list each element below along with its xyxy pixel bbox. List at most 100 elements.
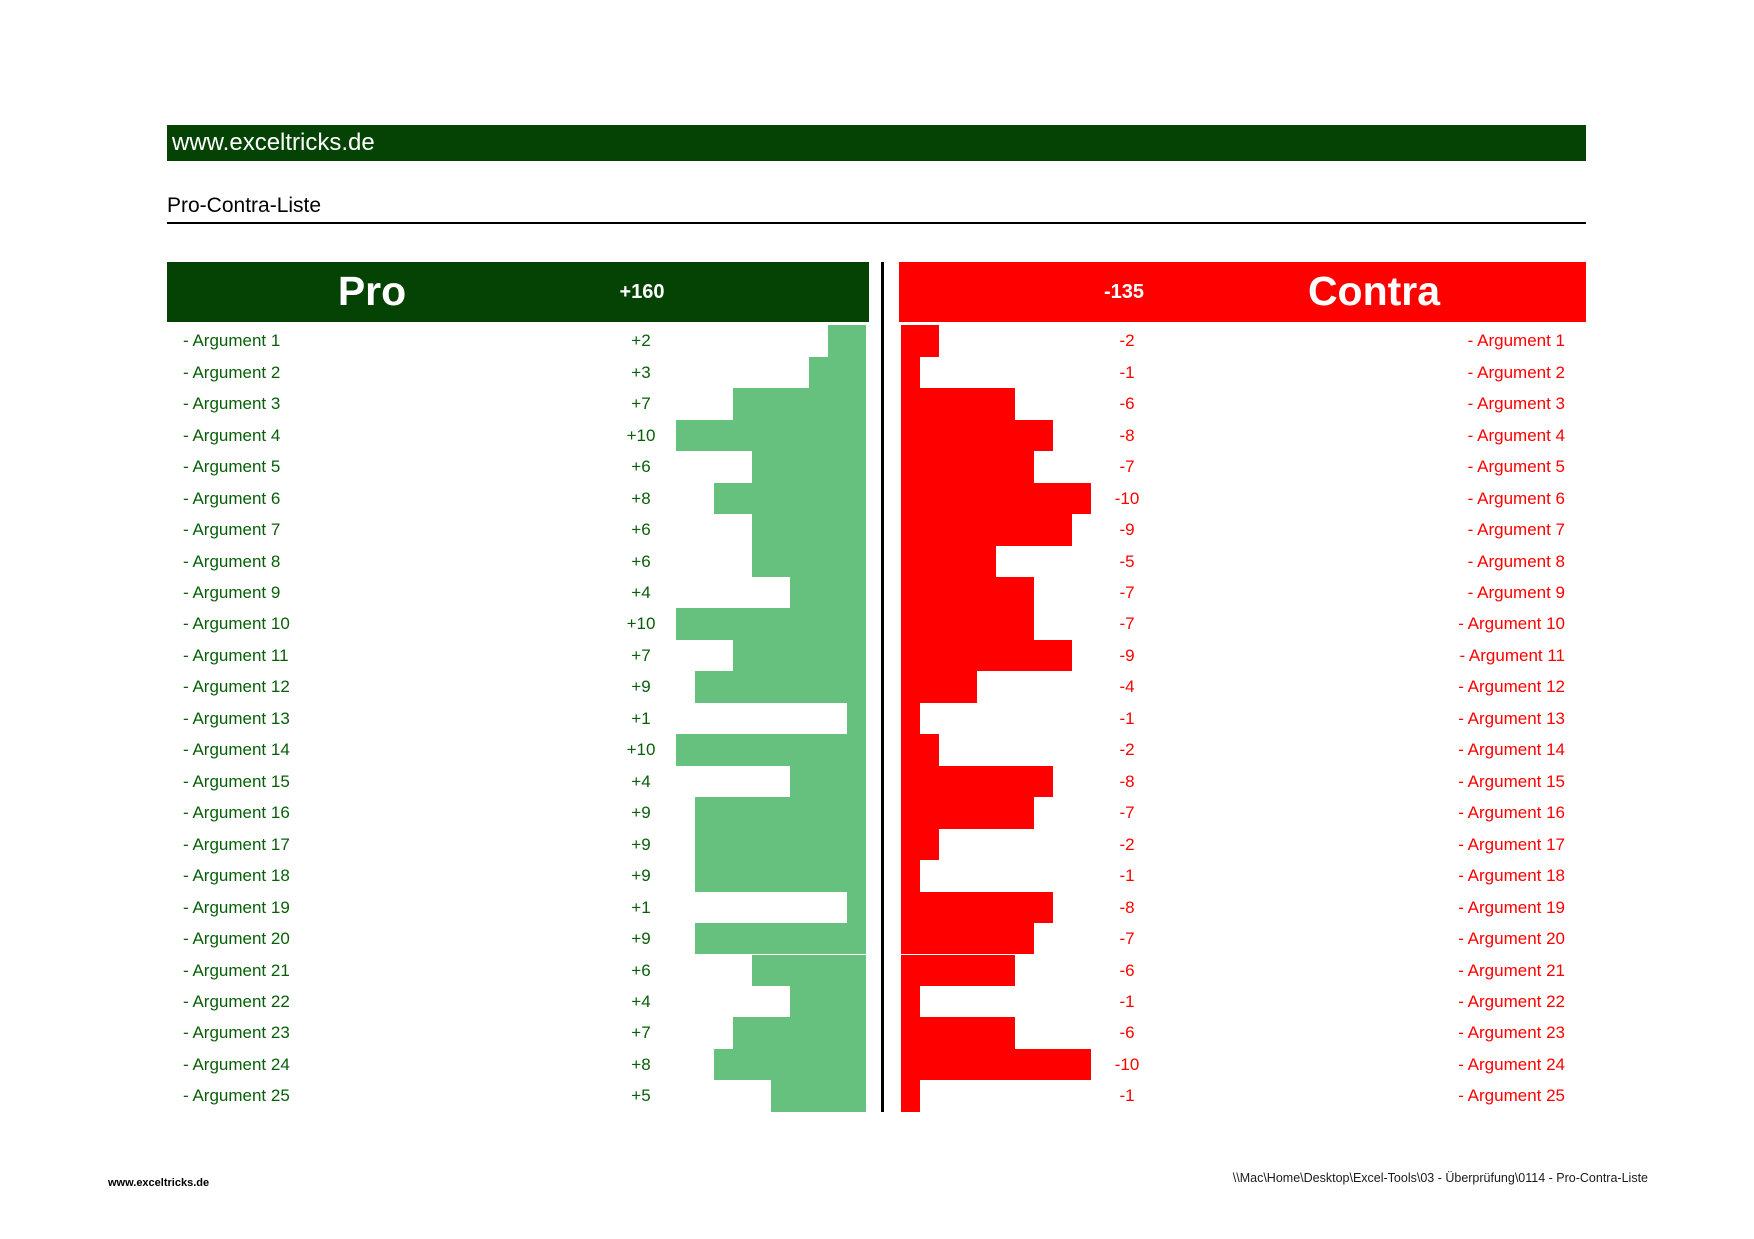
contra-argument-label: - Argument 8	[1467, 551, 1565, 571]
pro-bar	[790, 765, 866, 798]
pro-argument-value: +9	[631, 834, 651, 854]
pro-argument-label: - Argument 18	[183, 866, 290, 886]
argument-row: - Argument 4 +10 -8 - Argument 4	[167, 419, 1586, 452]
pro-bar	[733, 639, 866, 672]
pro-argument-value: +4	[631, 582, 651, 602]
contra-bar	[901, 702, 920, 735]
pro-argument-label: - Argument 20	[183, 929, 290, 949]
contra-bar	[901, 797, 1034, 829]
contra-argument-value: -6	[1119, 1023, 1135, 1043]
pro-argument-value: +5	[631, 1086, 651, 1106]
contra-bar	[901, 954, 1015, 986]
pro-argument-value: +8	[631, 1054, 651, 1074]
pro-bar	[771, 1080, 866, 1112]
contra-argument-label: - Argument 3	[1467, 394, 1565, 414]
argument-row: - Argument 7 +6 -9 - Argument 7	[167, 514, 1586, 546]
pro-argument-value: +4	[631, 991, 651, 1011]
pro-header-title: Pro	[337, 268, 407, 314]
argument-row: - Argument 9 +4 -7 - Argument 9	[167, 576, 1586, 609]
contra-argument-label: - Argument 11	[1459, 645, 1565, 665]
contra-argument-label: - Argument 16	[1458, 803, 1565, 823]
contra-argument-label: - Argument 10	[1458, 614, 1565, 634]
argument-row: - Argument 6 +8 -10 - Argument 6	[167, 482, 1586, 515]
site-banner-text: www.exceltricks.de	[172, 129, 375, 156]
pro-argument-value: +7	[631, 1023, 651, 1043]
contra-argument-label: - Argument 15	[1458, 771, 1565, 791]
contra-argument-label: - Argument 7	[1467, 520, 1565, 540]
contra-argument-value: -2	[1119, 740, 1135, 760]
contra-argument-label: - Argument 1	[1467, 331, 1565, 351]
pro-argument-label: - Argument 10	[183, 614, 290, 634]
pro-argument-value: +10	[626, 425, 656, 445]
argument-row: - Argument 13 +1 -1 - Argument 13	[167, 702, 1586, 735]
contra-argument-value: -6	[1119, 960, 1135, 980]
contra-argument-label: - Argument 17	[1458, 834, 1565, 854]
pro-argument-value: +9	[631, 803, 651, 823]
page-title: Pro-Contra-Liste	[167, 194, 322, 217]
contra-bar	[901, 765, 1053, 798]
contra-argument-label: - Argument 25	[1458, 1086, 1565, 1106]
pro-argument-value: +1	[631, 708, 651, 728]
contra-argument-label: - Argument 12	[1458, 677, 1565, 697]
contra-argument-value: -2	[1119, 834, 1135, 854]
contra-bar	[901, 639, 1072, 672]
pro-argument-value: +1	[631, 897, 651, 917]
pro-bar	[733, 388, 866, 420]
pro-argument-value: +9	[631, 677, 651, 697]
pro-bar	[695, 923, 866, 955]
contra-argument-label: - Argument 19	[1458, 897, 1565, 917]
contra-argument-value: -9	[1119, 520, 1135, 540]
argument-row: - Argument 22 +4 -1 - Argument 22	[167, 985, 1586, 1018]
argument-row: - Argument 15 +4 -8 - Argument 15	[167, 765, 1586, 798]
contra-column-header: -135 Contra	[899, 262, 1586, 322]
contra-argument-value: -8	[1119, 897, 1135, 917]
contra-argument-value: -8	[1119, 425, 1135, 445]
pro-bar	[695, 860, 866, 892]
pro-argument-label: - Argument 13	[183, 708, 290, 728]
argument-row: - Argument 21 +6 -6 - Argument 21	[167, 954, 1586, 986]
pro-argument-value: +6	[631, 520, 651, 540]
argument-row: - Argument 11 +7 -9 - Argument 11	[167, 639, 1586, 672]
contra-bar	[901, 1048, 1091, 1081]
contra-argument-label: - Argument 13	[1458, 708, 1565, 728]
footer-site-text: www.exceltricks.de	[108, 1177, 210, 1189]
pro-argument-value: +6	[631, 960, 651, 980]
contra-argument-label: - Argument 9	[1467, 582, 1565, 602]
pro-bar	[752, 954, 866, 986]
pro-argument-label: - Argument 2	[183, 362, 281, 382]
pro-column-header: Pro +160	[167, 262, 869, 322]
contra-bar	[901, 860, 920, 892]
contra-argument-value: -5	[1119, 551, 1135, 571]
pro-argument-label: - Argument 25	[183, 1086, 290, 1106]
pro-bar	[809, 356, 866, 389]
pro-bar	[752, 451, 866, 483]
pro-bar	[714, 1048, 866, 1081]
pro-bar	[847, 891, 866, 924]
pro-argument-value: +2	[631, 331, 651, 351]
contra-argument-value: -1	[1119, 991, 1135, 1011]
pro-argument-label: - Argument 6	[183, 488, 281, 508]
pro-bar	[752, 545, 866, 577]
pro-argument-value: +7	[631, 394, 651, 414]
contra-argument-value: -1	[1119, 1086, 1135, 1106]
contra-argument-value: -1	[1119, 362, 1135, 382]
contra-argument-label: - Argument 4	[1467, 425, 1565, 445]
pro-argument-label: - Argument 21	[183, 960, 290, 980]
pro-argument-value: +10	[626, 614, 656, 634]
pro-argument-label: - Argument 3	[183, 394, 281, 414]
contra-bar	[901, 671, 977, 703]
contra-bar	[901, 356, 920, 389]
contra-bar	[901, 482, 1091, 515]
contra-bar	[901, 1080, 920, 1112]
contra-argument-label: - Argument 5	[1467, 457, 1565, 477]
contra-argument-value: -7	[1119, 803, 1135, 823]
pro-bar	[695, 828, 866, 861]
contra-bar	[901, 734, 939, 766]
contra-bar	[901, 828, 939, 861]
pro-bar	[828, 325, 866, 357]
argument-row: - Argument 25 +5 -1 - Argument 25	[167, 1080, 1586, 1112]
pro-argument-label: - Argument 22	[183, 991, 290, 1011]
contra-bar	[901, 388, 1015, 420]
pro-bar	[733, 1017, 866, 1049]
